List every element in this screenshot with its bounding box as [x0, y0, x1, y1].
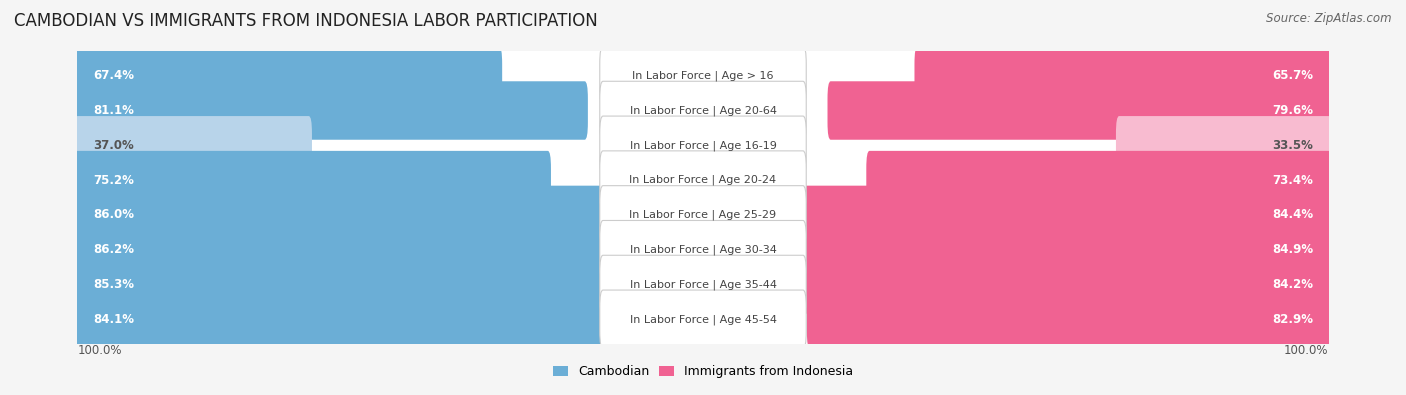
FancyBboxPatch shape: [72, 68, 1334, 153]
FancyBboxPatch shape: [600, 186, 806, 244]
Text: 84.9%: 84.9%: [1272, 243, 1313, 256]
FancyBboxPatch shape: [600, 81, 806, 140]
Text: 65.7%: 65.7%: [1272, 69, 1313, 82]
Text: 86.0%: 86.0%: [93, 209, 134, 222]
FancyBboxPatch shape: [600, 255, 806, 314]
FancyBboxPatch shape: [72, 33, 1334, 118]
Text: 81.1%: 81.1%: [93, 104, 134, 117]
Text: 33.5%: 33.5%: [1272, 139, 1313, 152]
FancyBboxPatch shape: [600, 116, 806, 175]
Text: 100.0%: 100.0%: [1284, 344, 1329, 357]
Text: In Labor Force | Age 45-54: In Labor Force | Age 45-54: [630, 314, 776, 325]
Text: 85.3%: 85.3%: [93, 278, 134, 291]
Text: CAMBODIAN VS IMMIGRANTS FROM INDONESIA LABOR PARTICIPATION: CAMBODIAN VS IMMIGRANTS FROM INDONESIA L…: [14, 12, 598, 30]
Text: 79.6%: 79.6%: [1272, 104, 1313, 117]
FancyBboxPatch shape: [807, 290, 1331, 348]
Text: 84.1%: 84.1%: [93, 313, 134, 326]
Text: In Labor Force | Age 35-44: In Labor Force | Age 35-44: [630, 279, 776, 290]
Text: 84.2%: 84.2%: [1272, 278, 1313, 291]
FancyBboxPatch shape: [914, 47, 1331, 105]
Legend: Cambodian, Immigrants from Indonesia: Cambodian, Immigrants from Indonesia: [553, 365, 853, 378]
FancyBboxPatch shape: [72, 242, 1334, 327]
FancyBboxPatch shape: [72, 137, 1334, 222]
Text: In Labor Force | Age 20-24: In Labor Force | Age 20-24: [630, 175, 776, 185]
FancyBboxPatch shape: [1116, 116, 1331, 175]
FancyBboxPatch shape: [799, 255, 1331, 314]
Text: In Labor Force | Age 20-64: In Labor Force | Age 20-64: [630, 105, 776, 116]
Text: 100.0%: 100.0%: [77, 344, 122, 357]
FancyBboxPatch shape: [600, 47, 806, 105]
Text: Source: ZipAtlas.com: Source: ZipAtlas.com: [1267, 12, 1392, 25]
Text: In Labor Force | Age 25-29: In Labor Force | Age 25-29: [630, 210, 776, 220]
Text: 73.4%: 73.4%: [1272, 173, 1313, 186]
FancyBboxPatch shape: [794, 220, 1331, 279]
Text: In Labor Force | Age 16-19: In Labor Force | Age 16-19: [630, 140, 776, 150]
FancyBboxPatch shape: [72, 103, 1334, 188]
FancyBboxPatch shape: [600, 220, 806, 279]
FancyBboxPatch shape: [72, 207, 1334, 292]
Text: In Labor Force | Age 30-34: In Labor Force | Age 30-34: [630, 245, 776, 255]
Text: In Labor Force | Age > 16: In Labor Force | Age > 16: [633, 70, 773, 81]
FancyBboxPatch shape: [600, 290, 806, 348]
FancyBboxPatch shape: [797, 186, 1331, 244]
Text: 75.2%: 75.2%: [93, 173, 134, 186]
FancyBboxPatch shape: [75, 186, 619, 244]
Text: 84.4%: 84.4%: [1272, 209, 1313, 222]
FancyBboxPatch shape: [75, 47, 502, 105]
Text: 37.0%: 37.0%: [93, 139, 134, 152]
FancyBboxPatch shape: [72, 277, 1334, 362]
FancyBboxPatch shape: [600, 151, 806, 209]
FancyBboxPatch shape: [72, 173, 1334, 258]
FancyBboxPatch shape: [75, 255, 614, 314]
FancyBboxPatch shape: [75, 116, 312, 175]
FancyBboxPatch shape: [75, 81, 588, 140]
Text: 82.9%: 82.9%: [1272, 313, 1313, 326]
FancyBboxPatch shape: [75, 151, 551, 209]
FancyBboxPatch shape: [828, 81, 1331, 140]
Text: 86.2%: 86.2%: [93, 243, 134, 256]
FancyBboxPatch shape: [866, 151, 1331, 209]
FancyBboxPatch shape: [75, 220, 620, 279]
Text: 67.4%: 67.4%: [93, 69, 134, 82]
FancyBboxPatch shape: [75, 290, 606, 348]
